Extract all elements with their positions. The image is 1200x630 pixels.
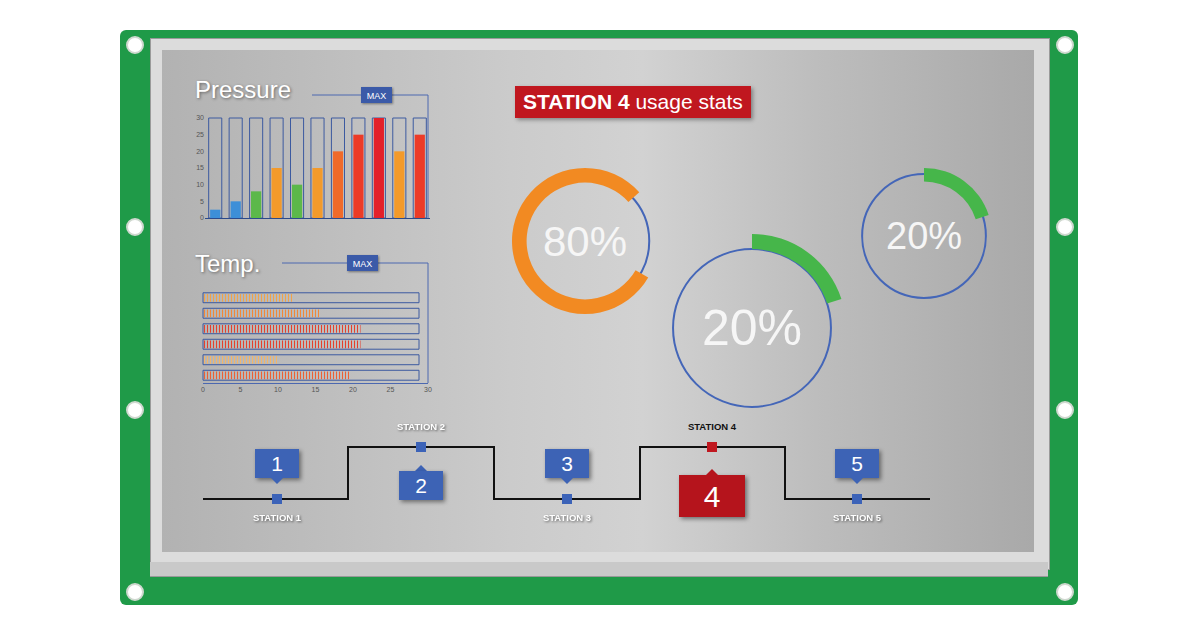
svg-text:STATION 3: STATION 3 xyxy=(543,512,591,523)
svg-text:2: 2 xyxy=(415,474,427,497)
svg-text:80%: 80% xyxy=(543,218,627,265)
svg-text:STATION 4: STATION 4 xyxy=(688,421,737,432)
svg-text:5: 5 xyxy=(851,452,863,475)
svg-text:20: 20 xyxy=(196,148,204,155)
svg-text:5: 5 xyxy=(239,386,243,393)
svg-text:20%: 20% xyxy=(702,300,802,356)
svg-text:30: 30 xyxy=(196,114,204,121)
svg-text:10: 10 xyxy=(274,386,282,393)
svg-text:25: 25 xyxy=(196,131,204,138)
svg-text:3: 3 xyxy=(561,452,573,475)
svg-text:0: 0 xyxy=(201,386,205,393)
svg-text:STATION 1: STATION 1 xyxy=(253,512,302,523)
svg-text:5: 5 xyxy=(200,198,204,205)
svg-text:30: 30 xyxy=(424,386,432,393)
html-text:Temp.: Temp. xyxy=(195,250,261,277)
svg-text:25: 25 xyxy=(387,386,395,393)
html-text:STATION 4 usage stats: STATION 4 usage stats xyxy=(523,90,743,113)
svg-text:STATION 5: STATION 5 xyxy=(833,512,882,523)
svg-text:20%: 20% xyxy=(886,215,962,257)
svg-text:15: 15 xyxy=(196,164,204,171)
svg-text:STATION 2: STATION 2 xyxy=(397,421,445,432)
svg-text:15: 15 xyxy=(312,386,320,393)
svg-text:20: 20 xyxy=(349,386,357,393)
svg-text:MAX: MAX xyxy=(353,259,373,269)
svg-text:MAX: MAX xyxy=(367,91,387,101)
svg-text:0: 0 xyxy=(200,214,204,221)
html-text:Pressure: Pressure xyxy=(195,76,291,103)
svg-text:10: 10 xyxy=(196,181,204,188)
svg-text:1: 1 xyxy=(271,452,283,475)
svg-text:4: 4 xyxy=(704,480,721,513)
